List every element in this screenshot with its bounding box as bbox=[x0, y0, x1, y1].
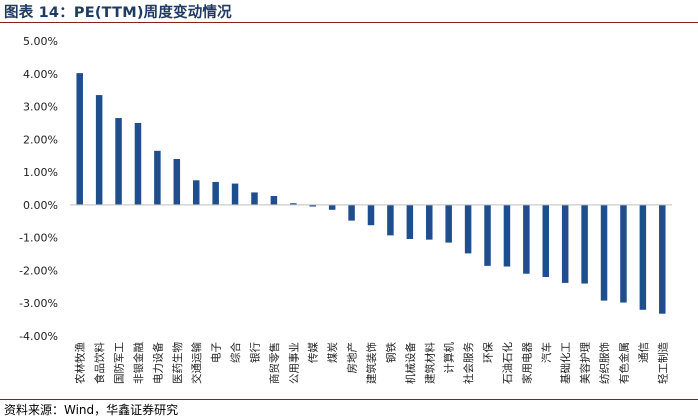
x-tick-label: 有色金属 bbox=[617, 342, 630, 384]
x-tick-label: 银行 bbox=[248, 342, 261, 363]
x-tick-label: 公用事业 bbox=[287, 342, 300, 384]
x-tick-label: 通信 bbox=[638, 342, 650, 363]
y-tick-label: -2.00% bbox=[19, 264, 58, 277]
x-tick-label: 建筑装饰 bbox=[365, 342, 378, 384]
y-axis: 5.00% 4.00% 3.00% 2.00% 1.00% 0.00% -1.00% -2.0… bbox=[19, 35, 58, 343]
bar bbox=[600, 204, 608, 301]
bar bbox=[620, 204, 627, 303]
x-tick-label: 商贸零售 bbox=[268, 342, 281, 384]
bar bbox=[639, 204, 647, 310]
bar bbox=[173, 159, 181, 205]
y-tick-label: 4.00% bbox=[23, 68, 58, 81]
y-tick-label: 5.00% bbox=[23, 35, 58, 48]
bar bbox=[309, 204, 316, 207]
y-tick-label: -1.00% bbox=[19, 232, 58, 245]
bar bbox=[503, 204, 511, 267]
x-tick-label: 轻工制造 bbox=[656, 342, 669, 384]
x-tick-label: 医药生物 bbox=[171, 342, 184, 384]
title-divider bbox=[0, 22, 698, 23]
bar bbox=[134, 122, 142, 205]
x-tick-label: 基础化工 bbox=[559, 342, 572, 384]
x-tick-label: 房地产 bbox=[346, 342, 359, 374]
source-divider bbox=[0, 399, 698, 400]
bar bbox=[290, 203, 297, 205]
x-tick-label: 电子 bbox=[210, 342, 223, 363]
bar bbox=[581, 204, 588, 284]
bar bbox=[445, 204, 452, 243]
y-tick-label: 0.00% bbox=[23, 199, 58, 212]
x-tick-label: 传媒 bbox=[307, 342, 320, 363]
y-tick-label: -3.00% bbox=[19, 297, 58, 310]
x-tick-label: 电力设备 bbox=[151, 342, 164, 384]
x-tick-label: 环保 bbox=[482, 342, 495, 363]
bar bbox=[387, 204, 394, 236]
bar bbox=[561, 204, 569, 283]
x-tick-label: 纺织服饰 bbox=[598, 342, 611, 384]
y-tick-label: 1.00% bbox=[23, 166, 58, 179]
bar bbox=[251, 192, 258, 205]
bar-chart: 5.00% 4.00% 3.00% 2.00% 1.00% 0.00% -1.00% -2.0… bbox=[19, 35, 672, 384]
x-tick-label: 综合 bbox=[229, 342, 242, 363]
x-tick-label: 交通运输 bbox=[190, 342, 203, 384]
x-tick-label: 汽车 bbox=[540, 342, 553, 363]
chart-title: 图表 14：PE(TTM)周度变动情况 bbox=[4, 5, 232, 21]
x-tick-label: 机械设备 bbox=[404, 342, 417, 384]
x-tick-label: 国防军工 bbox=[113, 342, 126, 384]
bar bbox=[231, 183, 239, 205]
bar bbox=[406, 204, 414, 239]
x-tick-label: 石油石化 bbox=[501, 342, 514, 384]
bar bbox=[212, 181, 219, 205]
bar bbox=[76, 73, 83, 205]
bar bbox=[192, 180, 200, 205]
bar bbox=[659, 204, 666, 314]
x-axis-labels: 农林牧渔 食品饮料 国防军工 非银金融 电力设备 医药生物 交通运输 电子 综合 银行 商贸零售 公用… bbox=[74, 342, 670, 384]
x-tick-label: 食品饮料 bbox=[93, 342, 106, 384]
x-tick-label: 社会服务 bbox=[462, 342, 475, 384]
bar bbox=[270, 196, 278, 205]
bar bbox=[367, 204, 375, 226]
bar bbox=[115, 118, 122, 205]
bars bbox=[76, 73, 666, 314]
bar bbox=[484, 204, 491, 266]
y-tick-label: -4.00% bbox=[19, 330, 58, 343]
bar bbox=[328, 204, 336, 210]
y-tick-label: 3.00% bbox=[23, 101, 58, 114]
x-tick-label: 钢铁 bbox=[384, 342, 397, 363]
y-tick-label: 2.00% bbox=[23, 133, 58, 146]
bar bbox=[154, 150, 161, 205]
source-note: 资料来源：Wind，华鑫证券研究 bbox=[4, 403, 179, 417]
x-tick-label: 美容护理 bbox=[579, 342, 592, 384]
bar bbox=[542, 204, 550, 277]
x-tick-label: 家用电器 bbox=[520, 342, 533, 384]
x-tick-label: 非银金融 bbox=[132, 342, 145, 384]
bar bbox=[95, 95, 103, 205]
x-tick-label: 农林牧渔 bbox=[74, 342, 87, 384]
bar bbox=[523, 204, 530, 274]
bar bbox=[348, 204, 355, 221]
bar bbox=[464, 204, 472, 254]
x-tick-label: 计算机 bbox=[443, 342, 456, 374]
bar bbox=[426, 204, 433, 240]
x-tick-label: 建筑材料 bbox=[423, 342, 436, 384]
x-tick-label: 煤炭 bbox=[326, 342, 339, 363]
